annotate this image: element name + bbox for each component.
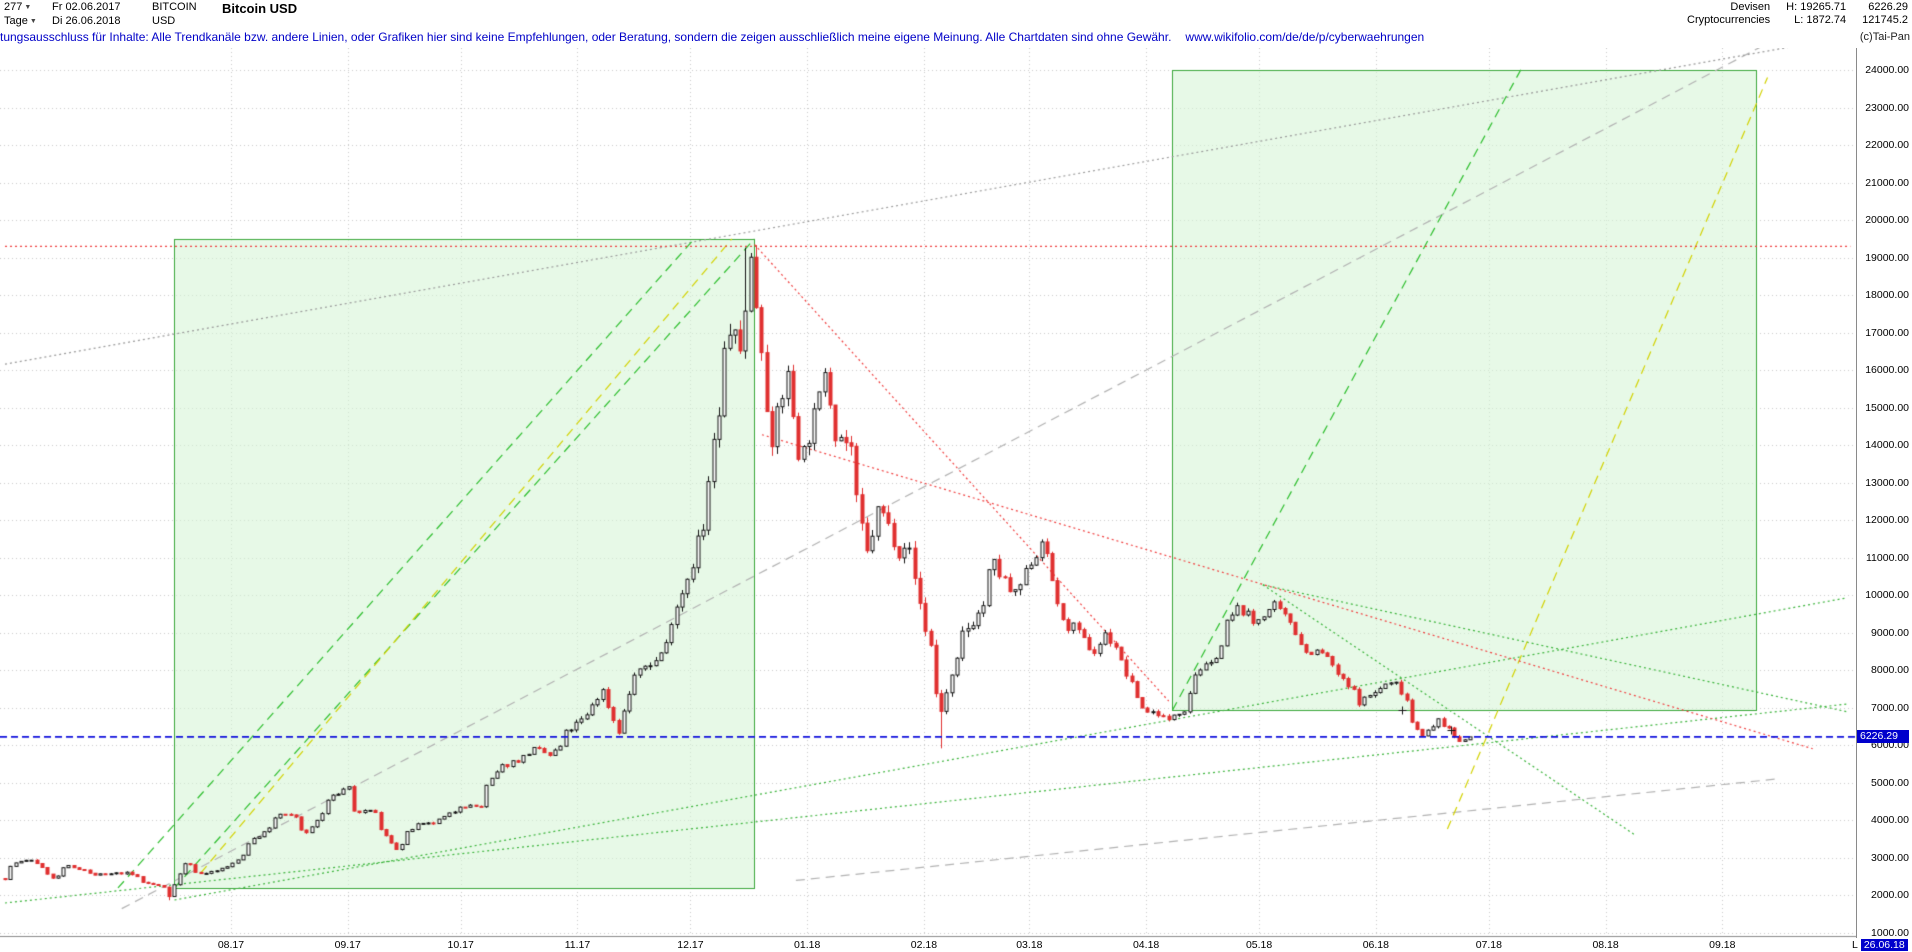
y-axis-label: 24000.00	[1865, 64, 1909, 76]
x-axis-label: 05.18	[1245, 939, 1273, 951]
bars-count-value: 277	[4, 1, 23, 13]
y-axis-label: 5000.00	[1871, 776, 1909, 789]
price-chart-canvas[interactable]	[0, 48, 1856, 938]
secondary-value: 121745.2	[1862, 14, 1908, 26]
x-axis-label: 09.17	[334, 939, 361, 951]
last-bar-date: L 26.06.18	[1852, 939, 1908, 951]
y-axis-label: 3000.00	[1871, 851, 1909, 864]
category-block: Devisen Cryptocurrencies	[1687, 1, 1770, 27]
y-axis-label: 12000.00	[1865, 514, 1909, 527]
last-price-value: 6226.29	[1868, 1, 1908, 13]
chevron-down-icon[interactable]: ▼	[29, 18, 37, 25]
last-bar-date-badge: 26.06.18	[1860, 939, 1908, 951]
x-axis-label: 10.17	[447, 939, 474, 951]
timeframe-value: Tage	[4, 15, 28, 27]
chart-header: 277 ▼ Fr 02.06.2017 BITCOIN Bitcoin USD T…	[0, 0, 1912, 28]
range-start-date: Fr 02.06.2017	[52, 1, 121, 13]
y-axis-label: 23000.00	[1865, 101, 1909, 114]
x-axis-label: 06.18	[1362, 939, 1389, 951]
chevron-down-icon[interactable]: ▼	[24, 4, 32, 11]
high-low-block: H: 19265.71 L: 1872.74	[1786, 1, 1846, 27]
x-axis-label: 08.17	[217, 939, 245, 951]
chart-area: 6226.29 24000.00 23000.00 22000.00 21000.00…	[0, 48, 1912, 952]
y-axis-label: 13000.00	[1865, 476, 1909, 489]
y-axis-label: 16000.00	[1865, 364, 1909, 377]
category-label: Devisen	[1730, 1, 1771, 13]
last-bar-prefix: L	[1852, 939, 1858, 951]
time-axis: 08.17 09.17 10.17 11.17 12.17 01.18 02.18 03.18…	[0, 938, 1856, 952]
y-axis-label: 10000.00	[1865, 589, 1909, 602]
x-axis-label: 08.18	[1592, 939, 1619, 951]
x-axis-label: 09.18	[1709, 939, 1736, 951]
period-high-label: H: 19265.71	[1786, 1, 1847, 13]
x-axis-label: 04.18	[1132, 939, 1160, 951]
y-axis-label: 20000.00	[1865, 214, 1909, 227]
y-axis-label: 15000.00	[1865, 401, 1909, 414]
wikifolio-link[interactable]: www.wikifolio.com/de/de/p/cyberwaehrunge…	[1185, 30, 1425, 44]
y-axis-label: 22000.00	[1865, 139, 1909, 152]
y-axis-label: 18000.00	[1865, 289, 1909, 302]
symbol-currency: USD	[152, 15, 176, 27]
symbol-code: BITCOIN	[152, 1, 197, 13]
y-axis-label: 8000.00	[1871, 664, 1909, 677]
y-axis-label: 2000.00	[1871, 889, 1909, 902]
period-low-label: L: 1872.74	[1794, 14, 1847, 26]
price-badge: 6226.29	[1857, 729, 1909, 743]
y-axis-label: 21000.00	[1865, 176, 1909, 189]
bars-count-dropdown[interactable]: 277 ▼	[4, 1, 31, 14]
y-axis-label: 7000.00	[1871, 701, 1909, 714]
price-axis: 6226.29 24000.00 23000.00 22000.00 21000.00…	[1856, 48, 1912, 939]
x-axis-label: 07.18	[1475, 939, 1502, 951]
y-axis-label: 11000.00	[1865, 551, 1909, 564]
x-axis-label: 03.18	[1016, 939, 1043, 951]
x-axis-label: 02.18	[910, 939, 938, 951]
timeframe-dropdown[interactable]: Tage ▼	[4, 15, 37, 28]
disclaimer-bar: tungsausschluss für Inhalte: Alle Trendk…	[0, 28, 1912, 48]
disclaimer-text: tungsausschluss für Inhalte: Alle Trendk…	[0, 30, 1172, 44]
subcategory-label: Cryptocurrencies	[1687, 14, 1771, 26]
y-axis-label: 1000.00	[1871, 927, 1909, 939]
y-axis-label: 17000.00	[1865, 326, 1909, 339]
y-axis-label: 4000.00	[1871, 814, 1909, 827]
price-block: 6226.29 121745.2	[1862, 1, 1908, 27]
header-right-info: Devisen Cryptocurrencies H: 19265.71 L: …	[1687, 1, 1908, 27]
instrument-title: Bitcoin USD	[222, 1, 298, 16]
copyright-label: (c)Tai-Pan	[1859, 31, 1910, 43]
y-axis-label: 14000.00	[1865, 439, 1909, 452]
y-axis-label: 9000.00	[1871, 626, 1909, 639]
y-axis-label: 19000.00	[1865, 251, 1909, 264]
x-axis-label: 11.17	[564, 939, 591, 951]
x-axis-label: 12.17	[677, 939, 704, 951]
x-axis-label: 01.18	[794, 939, 821, 951]
range-end-date: Di 26.06.2018	[52, 15, 121, 27]
